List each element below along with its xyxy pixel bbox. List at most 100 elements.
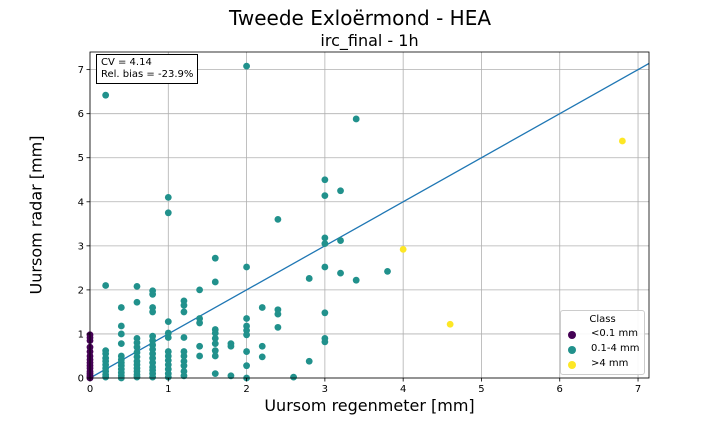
figure-suptitle: Tweede Exloërmond - HEA (228, 6, 492, 30)
data-point-series-1 (243, 362, 250, 370)
data-point-series-1 (196, 342, 204, 350)
legend-label-low: <0.1 mm (591, 328, 638, 339)
data-point-series-1 (133, 343, 141, 351)
data-point-series-1 (133, 298, 141, 306)
bias-stat: Rel. bias = -23.9% (101, 69, 194, 80)
stats-box: CV = 4.14 Rel. bias = -23.9% (96, 54, 199, 84)
data-point-series-2 (618, 137, 626, 145)
y-tick-label: 5 (78, 153, 84, 164)
data-point-series-1 (227, 372, 235, 380)
legend: Class <0.1 mm 0.1-4 mm >4 mm (560, 310, 645, 375)
x-axis-label: Uursom regenmeter [mm] (264, 396, 475, 415)
data-point-series-1 (196, 319, 204, 327)
data-point-series-1 (180, 372, 188, 380)
data-point-series-1 (274, 323, 282, 331)
data-point-series-1 (211, 370, 219, 377)
chart-title: irc_final - 1h (320, 31, 419, 50)
data-point-series-1 (305, 357, 313, 365)
data-point-series-1 (258, 353, 266, 361)
data-point-series-1 (164, 334, 172, 341)
data-point-series-1 (305, 275, 313, 282)
y-tick-label: 2 (78, 285, 84, 296)
data-point-series-1 (321, 263, 329, 271)
data-point-series-1 (149, 290, 157, 298)
y-axis-label: Uursom radar [mm] (26, 135, 46, 295)
data-point-series-1 (290, 373, 297, 381)
data-point-series-1 (117, 330, 125, 338)
data-point-series-1 (211, 329, 219, 337)
data-point-series-1 (211, 347, 219, 355)
data-point-series-1 (164, 209, 172, 217)
data-point-series-1 (274, 310, 282, 318)
data-point-series-1 (211, 340, 219, 348)
y-tick-label: 7 (78, 65, 84, 76)
x-tick-label: 5 (478, 384, 484, 395)
y-tick-label: 3 (78, 241, 84, 252)
legend-marker-high (568, 361, 576, 369)
data-point-series-1 (164, 318, 172, 326)
data-point-series-1 (274, 216, 282, 223)
data-point-series-1 (180, 352, 188, 360)
data-point-series-1 (243, 331, 250, 339)
data-point-series-1 (133, 282, 141, 290)
legend-label-mid: 0.1-4 mm (591, 343, 640, 354)
data-point-series-1 (258, 304, 266, 311)
x-tick-label: 3 (322, 384, 328, 395)
data-point-series-1 (337, 237, 344, 244)
data-point-series-1 (149, 373, 157, 381)
data-point-series-1 (196, 286, 204, 294)
x-tick-label: 1 (165, 384, 171, 395)
data-point-series-1 (243, 263, 250, 271)
data-point-series-1 (243, 62, 250, 70)
data-point-series-1 (321, 176, 329, 184)
data-point-series-1 (164, 193, 172, 201)
data-point-series-1 (243, 315, 250, 322)
legend-marker-low (568, 331, 576, 339)
data-point-series-1 (384, 267, 391, 275)
data-point-series-1 (180, 301, 188, 309)
data-point-series-1 (321, 338, 329, 346)
data-point-series-2 (446, 320, 454, 328)
data-point-series-1 (352, 276, 360, 284)
y-tick-label: 6 (78, 109, 84, 120)
reference-line-group (89, 62, 650, 379)
data-point-series-1 (102, 282, 110, 289)
data-point-series-1 (196, 352, 204, 360)
cv-stat: CV = 4.14 (101, 57, 152, 68)
data-point-series-1 (180, 362, 188, 370)
data-point-series-1 (149, 308, 157, 316)
data-point-series-1 (133, 373, 141, 381)
data-point-series-1 (321, 309, 329, 317)
data-point-series-1 (102, 373, 110, 381)
data-point-series-1 (321, 234, 329, 242)
x-tick-label: 2 (243, 384, 249, 395)
legend-label-high: >4 mm (591, 358, 629, 369)
data-point-series-1 (102, 91, 110, 99)
data-point-series-1 (352, 115, 360, 123)
data-point-series-1 (211, 334, 219, 342)
data-point-series-1 (211, 254, 219, 262)
axes-frame (89, 51, 650, 379)
x-tick-label: 6 (557, 384, 563, 395)
data-point-series-1 (117, 304, 125, 311)
x-tick-label: 0 (87, 384, 93, 395)
plot-background (90, 52, 649, 378)
data-point-series-1 (337, 187, 344, 195)
legend-title: Class (589, 314, 616, 325)
data-point-series-1 (211, 352, 219, 360)
data-point-series-1 (243, 348, 250, 355)
data-point-series-1 (227, 342, 235, 350)
data-point-series-1 (337, 269, 344, 277)
axes: 0 1 2 3 4 5 6 7 0 1 2 3 4 5 6 7 (78, 51, 650, 395)
data-points (86, 62, 626, 382)
data-point-series-1 (258, 342, 266, 350)
data-point-series-1 (321, 240, 329, 248)
y-tick-label: 4 (78, 197, 84, 208)
x-tick-label: 7 (635, 384, 641, 395)
y-tick-label: 1 (78, 329, 84, 340)
legend-marker-mid (568, 346, 576, 354)
y-tick-label: 0 (78, 374, 84, 385)
data-point-series-1 (164, 373, 172, 381)
data-point-series-1 (117, 340, 125, 348)
